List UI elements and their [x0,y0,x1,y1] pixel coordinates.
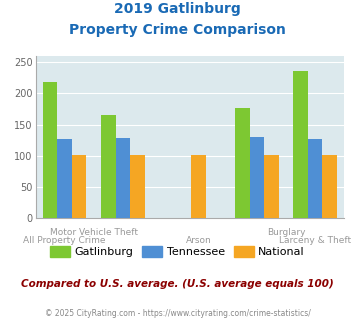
Bar [43,82,58,218]
Bar [72,155,87,218]
Bar [58,140,72,218]
Bar [116,138,130,218]
Bar [264,155,279,218]
Text: Property Crime Comparison: Property Crime Comparison [69,23,286,37]
Bar [101,115,116,218]
Bar [235,108,250,218]
Bar [250,137,264,218]
Bar [191,155,206,218]
Text: Compared to U.S. average. (U.S. average equals 100): Compared to U.S. average. (U.S. average … [21,279,334,289]
Text: All Property Crime: All Property Crime [23,237,106,246]
Bar [308,140,322,218]
Text: Larceny & Theft: Larceny & Theft [279,237,351,246]
Text: Arson: Arson [186,237,212,246]
Text: 2019 Gatlinburg: 2019 Gatlinburg [114,2,241,16]
Text: Motor Vehicle Theft: Motor Vehicle Theft [50,228,138,237]
Text: Burglary: Burglary [267,228,305,237]
Legend: Gatlinburg, Tennessee, National: Gatlinburg, Tennessee, National [46,242,309,262]
Text: © 2025 CityRating.com - https://www.cityrating.com/crime-statistics/: © 2025 CityRating.com - https://www.city… [45,309,310,317]
Bar [130,155,145,218]
Bar [322,155,337,218]
Bar [293,71,308,218]
